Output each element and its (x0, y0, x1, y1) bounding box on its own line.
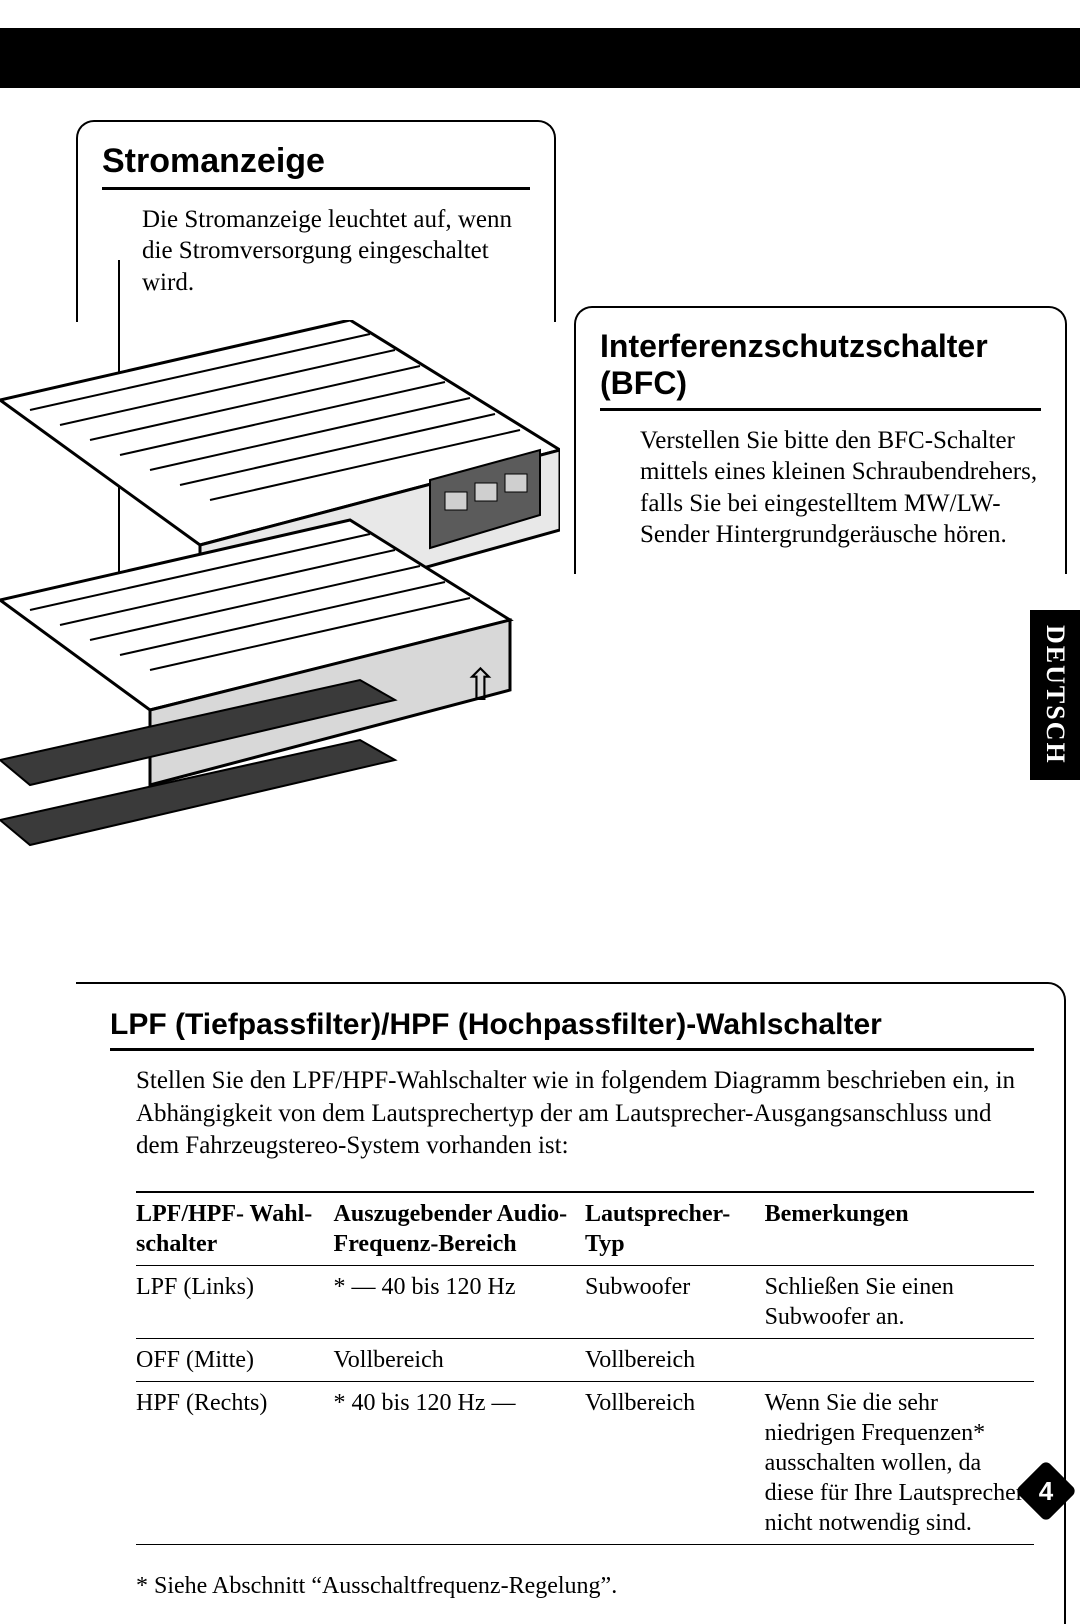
table-cell: * 40 bis 120 Hz — (334, 1381, 585, 1544)
callout-title: Interferenzschutzschalter (BFC) (600, 328, 1041, 411)
table-cell: * — 40 bis 120 Hz (334, 1265, 585, 1338)
callout-body: Verstellen Sie bitte den BFC-Schalter mi… (600, 425, 1041, 550)
table-header: Lautsprecher-Typ (585, 1192, 765, 1266)
table-cell: Vollbereich (585, 1381, 765, 1544)
table-cell: OFF (Mitte) (136, 1338, 334, 1381)
callout-lpf-hpf: LPF (Tiefpassfilter)/HPF (Hochpassfilter… (76, 982, 1066, 1624)
language-tab-deutsch: DEUTSCH (1030, 610, 1080, 780)
callout-stromanzeige: Stromanzeige Die Stromanzeige leuchtet a… (76, 120, 556, 322)
table-cell: Wenn Sie die sehr niedrigen Frequenzen* … (765, 1381, 1034, 1544)
callout-body: Die Stromanzeige leuchtet auf, wenn die … (102, 204, 530, 298)
page-number-badge: 4 (1024, 1469, 1068, 1513)
callout-title: Stromanzeige (102, 142, 530, 190)
table-cell: Vollbereich (585, 1338, 765, 1381)
table-row: LPF (Links) * — 40 bis 120 Hz Subwoofer … (136, 1265, 1034, 1338)
table-cell: Vollbereich (334, 1338, 585, 1381)
callout-intro: Stellen Sie den LPF/HPF-Wahlschalter wie… (136, 1065, 1034, 1163)
header-black-bar (0, 28, 1080, 88)
language-tab-label: DEUTSCH (1040, 625, 1070, 765)
table-cell (765, 1338, 1034, 1381)
table-cell: LPF (Links) (136, 1265, 334, 1338)
table-cell: Schließen Sie einen Subwoofer an. (765, 1265, 1034, 1338)
table-header: Auszugebender Audio-Frequenz-Bereich (334, 1192, 585, 1266)
lpf-hpf-table: LPF/HPF- Wahl­schalter Auszugebender Aud… (136, 1191, 1034, 1545)
table-header-row: LPF/HPF- Wahl­schalter Auszugebender Aud… (136, 1192, 1034, 1266)
table-row: HPF (Rechts) * 40 bis 120 Hz — Vollberei… (136, 1381, 1034, 1544)
table-cell: HPF (Rechts) (136, 1381, 334, 1544)
table-cell: Subwoofer (585, 1265, 765, 1338)
table-header: LPF/HPF- Wahl­schalter (136, 1192, 334, 1266)
page-number: 4 (1039, 1476, 1053, 1507)
callout-bfc: Interferenzschutzschalter (BFC) Verstell… (574, 306, 1067, 574)
table-header: Bemerkungen (765, 1192, 1034, 1266)
table-row: OFF (Mitte) Vollbereich Vollbereich (136, 1338, 1034, 1381)
device-illustration (0, 320, 560, 980)
up-arrow-icon: ⇧ (462, 660, 499, 711)
callout-title: LPF (Tiefpassfilter)/HPF (Hochpassfilter… (110, 1008, 1034, 1051)
footnote: * Siehe Abschnitt “Ausschaltfrequenz-Reg… (136, 1573, 1034, 1600)
